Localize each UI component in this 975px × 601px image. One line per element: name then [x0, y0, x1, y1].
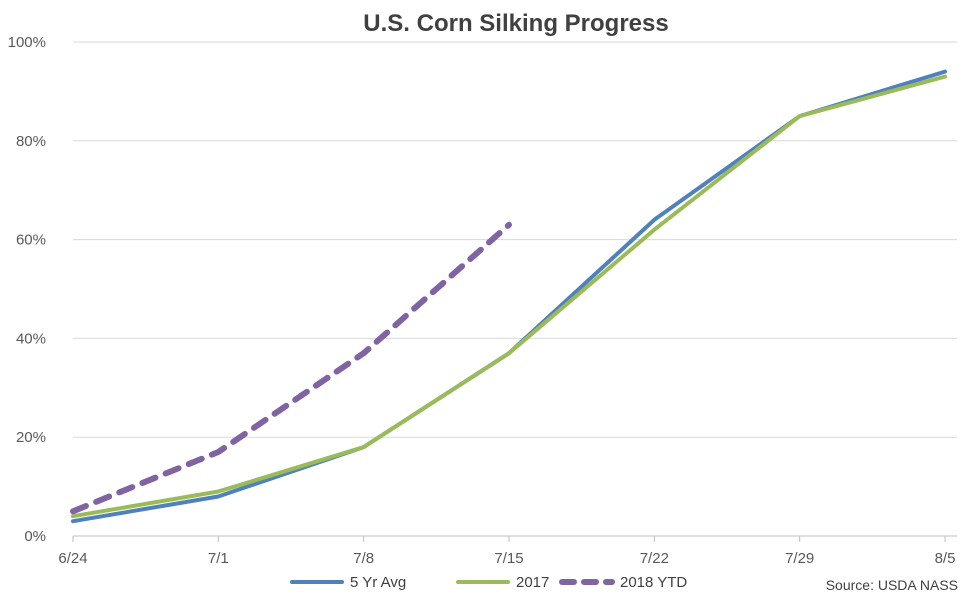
source-note: Source: USDA NASS	[826, 577, 958, 593]
y-tick-label: 40%	[16, 330, 46, 347]
x-axis-ticks: 6/24 7/1 7/8 7/15 7/22 7/29 8/5	[58, 536, 955, 567]
y-tick-label: 20%	[16, 429, 46, 446]
y-axis-ticks: 0% 20% 40% 60% 80% 100%	[8, 34, 46, 545]
chart-title: U.S. Corn Silking Progress	[363, 10, 668, 37]
x-tick-label: 8/5	[935, 550, 956, 567]
x-tick-label: 6/24	[58, 550, 87, 567]
y-tick-label: 80%	[16, 133, 46, 150]
legend-label: 2017	[516, 574, 549, 591]
legend-label: 5 Yr Avg	[350, 574, 406, 591]
x-tick-label: 7/29	[785, 550, 814, 567]
gridlines	[73, 41, 957, 537]
x-tick-label: 7/22	[640, 550, 669, 567]
series-lines	[70, 69, 947, 524]
y-tick-label: 60%	[16, 232, 46, 249]
legend-label: 2018 YTD	[620, 574, 687, 591]
series-line-2017	[71, 74, 947, 519]
legend: 5 Yr Avg 2017 2018 YTD	[290, 574, 687, 591]
series-line-5-yr-avg	[71, 69, 947, 524]
x-tick-label: 7/8	[353, 550, 374, 567]
y-tick-label: 100%	[8, 34, 46, 51]
series-line-2018-ytd	[70, 221, 512, 515]
x-tick-label: 7/1	[208, 550, 229, 567]
y-tick-label: 0%	[24, 528, 46, 545]
x-tick-label: 7/15	[494, 550, 523, 567]
